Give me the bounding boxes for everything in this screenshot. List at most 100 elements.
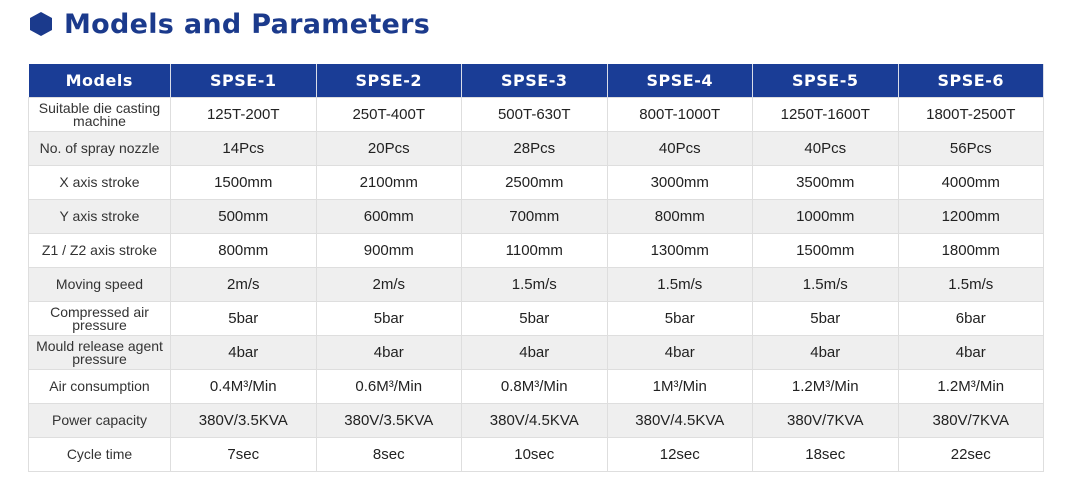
table-cell: 800T-1000T <box>606 97 753 132</box>
table-cell: 1500mm <box>170 165 317 200</box>
table-cell: 8sec <box>315 437 462 472</box>
table-cell: 380V/3.5KVA <box>315 403 462 438</box>
table-header-row: Models SPSE-1 SPSE-2 SPSE-3 SPSE-4 SPSE-5 SPSE… <box>28 64 1044 98</box>
row-label: Y axis stroke <box>28 199 171 234</box>
table-cell: 14Pcs <box>170 131 317 166</box>
table-cell: 5bar <box>752 301 899 336</box>
table-row: Power capacity 380V/3.5KVA 380V/3.5KVA 380V… <box>28 403 1044 438</box>
table-cell: 1000mm <box>752 199 899 234</box>
table-cell: 10sec <box>461 437 608 472</box>
table-cell: 1.5m/s <box>752 267 899 302</box>
table-cell: 56Pcs <box>897 131 1044 166</box>
table-cell: 1.5m/s <box>461 267 608 302</box>
table-cell: 2m/s <box>315 267 462 302</box>
table-cell: 1.2M³/Min <box>752 369 899 404</box>
row-label: Compressed air pressure <box>28 301 171 336</box>
table-cell: 6bar <box>897 301 1044 336</box>
row-label: Mould release agent pressure <box>28 335 171 370</box>
table-cell: 4bar <box>315 335 462 370</box>
table-row: Z1 / Z2 axis stroke 800mm 900mm 1100mm 1300m… <box>28 233 1044 268</box>
table-cell: 700mm <box>461 199 608 234</box>
table-cell: 0.4M³/Min <box>170 369 317 404</box>
table-cell: 380V/7KVA <box>752 403 899 438</box>
table-cell: 2100mm <box>315 165 462 200</box>
header-model: SPSE-1 <box>170 64 317 98</box>
table-cell: 12sec <box>606 437 753 472</box>
header-model: SPSE-4 <box>607 64 753 98</box>
table-row: Mould release agent pressure 4bar 4bar 4bar… <box>28 335 1044 370</box>
table-cell: 1800mm <box>897 233 1044 268</box>
table-cell: 18sec <box>752 437 899 472</box>
header-model: SPSE-2 <box>316 64 462 98</box>
table-row: Air consumption 0.4M³/Min 0.6M³/Min 0.8M³/M… <box>28 369 1044 404</box>
table-cell: 22sec <box>897 437 1044 472</box>
table-cell: 1.5m/s <box>897 267 1044 302</box>
table-row: Suitable die casting machine 125T-200T 250… <box>28 97 1044 132</box>
table-cell: 2500mm <box>461 165 608 200</box>
table-row: Compressed air pressure 5bar 5bar 5bar 5bar 5… <box>28 301 1044 336</box>
parameters-table: Models SPSE-1 SPSE-2 SPSE-3 SPSE-4 SPSE-5 SPSE… <box>28 64 1044 472</box>
header-model: SPSE-3 <box>461 64 608 98</box>
table-cell: 600mm <box>315 199 462 234</box>
table-cell: 5bar <box>170 301 317 336</box>
table-cell: 380V/4.5KVA <box>606 403 753 438</box>
page-title: Models and Parameters <box>64 8 431 40</box>
table-cell: 0.6M³/Min <box>315 369 462 404</box>
header-models: Models <box>28 64 171 98</box>
table-cell: 3000mm <box>606 165 753 200</box>
row-label: Air consumption <box>28 369 171 404</box>
table-cell: 800mm <box>606 199 753 234</box>
table-cell: 20Pcs <box>315 131 462 166</box>
table-cell: 4bar <box>170 335 317 370</box>
table-cell: 0.8M³/Min <box>461 369 608 404</box>
table-cell: 4bar <box>606 335 753 370</box>
row-label: Cycle time <box>28 437 171 472</box>
table-cell: 250T-400T <box>315 97 462 132</box>
table-cell: 4bar <box>461 335 608 370</box>
table-cell: 3500mm <box>752 165 899 200</box>
table-cell: 1.2M³/Min <box>897 369 1044 404</box>
header-model: SPSE-6 <box>898 64 1044 98</box>
table-row: Cycle time 7sec 8sec 10sec 12sec 18sec 22sec <box>28 437 1044 472</box>
table-cell: 500mm <box>170 199 317 234</box>
table-cell: 4000mm <box>897 165 1044 200</box>
table-cell: 1100mm <box>461 233 608 268</box>
table-cell: 380V/4.5KVA <box>461 403 608 438</box>
table-cell: 380V/7KVA <box>897 403 1044 438</box>
row-label: Suitable die casting machine <box>28 97 171 132</box>
table-cell: 1200mm <box>897 199 1044 234</box>
table-cell: 1800T-2500T <box>897 97 1044 132</box>
row-label: X axis stroke <box>28 165 171 200</box>
table-cell: 900mm <box>315 233 462 268</box>
section-title: Models and Parameters <box>30 6 430 42</box>
table-cell: 40Pcs <box>752 131 899 166</box>
table-cell: 1250T-1600T <box>752 97 899 132</box>
table-row: Y axis stroke 500mm 600mm 700mm 800mm 1000mm 1… <box>28 199 1044 234</box>
hexagon-bullet-icon <box>30 12 52 36</box>
table-cell: 5bar <box>315 301 462 336</box>
table-cell: 500T-630T <box>461 97 608 132</box>
table-cell: 1.5m/s <box>606 267 753 302</box>
row-label: No. of spray nozzle <box>28 131 171 166</box>
table-cell: 4bar <box>752 335 899 370</box>
table-cell: 4bar <box>897 335 1044 370</box>
table-cell: 28Pcs <box>461 131 608 166</box>
table-cell: 7sec <box>170 437 317 472</box>
table-row: X axis stroke 1500mm 2100mm 2500mm 3000mm 350… <box>28 165 1044 200</box>
table-cell: 380V/3.5KVA <box>170 403 317 438</box>
table-cell: 1300mm <box>606 233 753 268</box>
table-row: Moving speed 2m/s 2m/s 1.5m/s 1.5m/s 1.5m/s 1.… <box>28 267 1044 302</box>
row-label: Z1 / Z2 axis stroke <box>28 233 171 268</box>
table-cell: 5bar <box>606 301 753 336</box>
table-cell: 1500mm <box>752 233 899 268</box>
table-cell: 40Pcs <box>606 131 753 166</box>
table-cell: 2m/s <box>170 267 317 302</box>
table-cell: 1M³/Min <box>606 369 753 404</box>
row-label: Moving speed <box>28 267 171 302</box>
table-row: No. of spray nozzle 14Pcs 20Pcs 28Pcs 40Pcs 4… <box>28 131 1044 166</box>
header-model: SPSE-5 <box>752 64 899 98</box>
row-label: Power capacity <box>28 403 171 438</box>
table-cell: 800mm <box>170 233 317 268</box>
table-cell: 125T-200T <box>170 97 317 132</box>
table-cell: 5bar <box>461 301 608 336</box>
